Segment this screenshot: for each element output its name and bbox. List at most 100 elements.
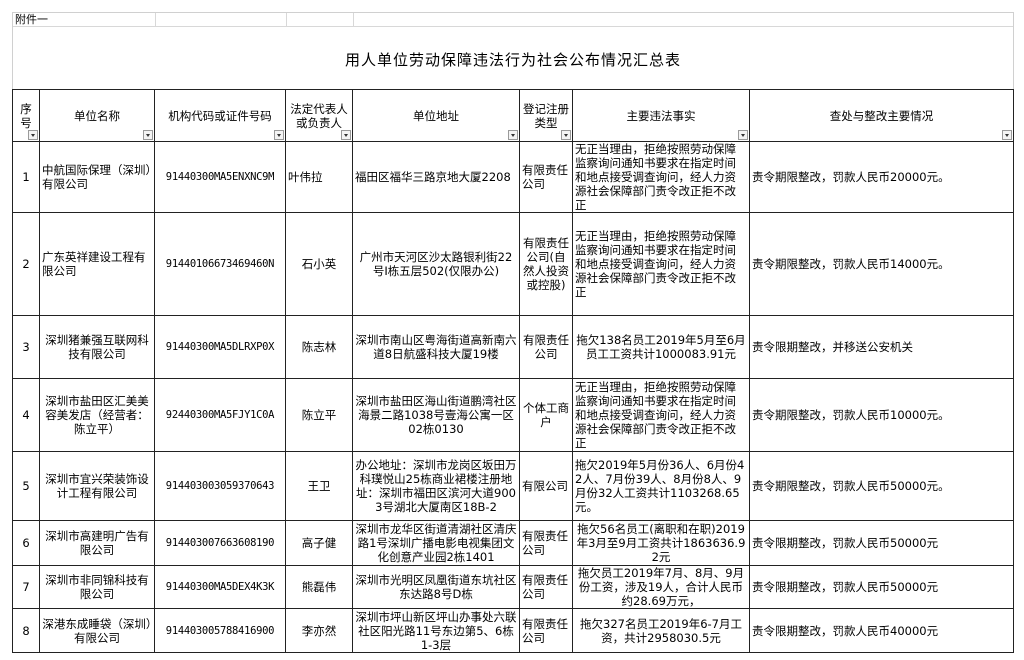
cell-type[interactable]: 有限责任公司 — [519, 315, 573, 379]
cell-type[interactable]: 有限责任公司(自然人投资或控股) — [519, 212, 573, 316]
cell-code[interactable]: 914403003059370643 — [154, 451, 286, 521]
cell-no[interactable]: 7 — [12, 565, 40, 609]
header-row: 序号 单位名称 机构代码或证件号码 法定代表人或负责人 单位地址 登记注册类型 主要违法事实… — [12, 89, 1014, 142]
header-code: 机构代码或证件号码 — [154, 89, 286, 142]
header-label: 查处与整改主要情况 — [829, 108, 934, 123]
header-address: 单位地址 — [352, 89, 520, 142]
cell-addr[interactable]: 深圳市龙华区街道清湖社区清庆路1号深圳广播电影电视集团文化创意产业园2栋1401 — [352, 520, 520, 566]
cell-result[interactable]: 责令期限整改，罚款人民币50000元。 — [749, 451, 1014, 521]
cell-addr[interactable]: 广州市天河区沙太路银利街22号I栋五层502(仅限办公) — [352, 212, 520, 316]
gridline — [286, 13, 287, 26]
cell-addr[interactable]: 深圳市盐田区海山街道鹏湾社区海景二路1038号壹海公寓一区02栋0130 — [352, 378, 520, 452]
cell-name[interactable]: 深港东成睡袋（深圳）有限公司 — [39, 608, 155, 653]
cell-rep[interactable]: 石小英 — [285, 212, 353, 316]
filter-dropdown-icon[interactable] — [561, 130, 571, 140]
cell-code[interactable]: 92440300MA5FJY1C0A — [154, 378, 286, 452]
cell-fact[interactable]: 无正当理由，拒绝按照劳动保障监察询问通知书要求在指定时间和地点接受调查询问，经人… — [572, 212, 750, 316]
cell-result[interactable]: 责令期限整改，罚款人民币14000元。 — [749, 212, 1014, 316]
cell-fact[interactable]: 拖欠138名员工2019年5月至6月员工工资共计1000083.91元 — [572, 315, 750, 379]
cell-rep[interactable]: 高子健 — [285, 520, 353, 566]
header-rep: 法定代表人或负责人 — [285, 89, 353, 142]
cell-addr[interactable]: 深圳市坪山新区坪山办事处六联社区阳光路11号东边第5、6栋1-3层 — [352, 608, 520, 653]
filter-dropdown-icon[interactable] — [1002, 130, 1012, 140]
cell-fact[interactable]: 无正当理由，拒绝按照劳动保障监察询问通知书要求在指定时间和地点接受调查询问，经人… — [572, 141, 750, 213]
cell-rep[interactable]: 王卫 — [285, 451, 353, 521]
cell-code[interactable]: 91440106673469460N — [154, 212, 286, 316]
attachment-label: 附件一 — [15, 13, 48, 26]
cell-no[interactable]: 1 — [12, 141, 40, 213]
cell-name[interactable]: 深圳市盐田区汇美美容美发店（经营者：陈立平） — [39, 378, 155, 452]
header-label: 序号 — [20, 101, 32, 130]
header-label: 主要违法事实 — [626, 108, 696, 123]
cell-rep[interactable]: 陈志林 — [285, 315, 353, 379]
cell-addr[interactable]: 深圳市南山区粤海街道高新南六道8日航盛科技大厦19楼 — [352, 315, 520, 379]
filter-dropdown-icon[interactable] — [28, 130, 38, 140]
cell-rep[interactable]: 熊磊伟 — [285, 565, 353, 609]
cell-name[interactable]: 深圳市宜兴荣装饰设计工程有限公司 — [39, 451, 155, 521]
cell-fact[interactable]: 拖欠员工2019年7月、8月、9月份工资，涉及19人，合计人民币约28.69万元… — [572, 565, 750, 609]
cell-name[interactable]: 深圳市高建明广告有限公司 — [39, 520, 155, 566]
table-row: 3 深圳猪兼强互联网科技有限公司 91440300MA5DLRXP0X 陈志林 深圳市南… — [12, 315, 1014, 379]
cell-no[interactable]: 4 — [12, 378, 40, 452]
cell-code[interactable]: 914403005788416900 — [154, 608, 286, 653]
cell-fact[interactable]: 拖欠2019年5月份36人、6月份42人、7月份39人、8月份8人、9月份32人… — [572, 451, 750, 521]
cell-result[interactable]: 责令限期整改，罚款人民币40000元 — [749, 608, 1014, 653]
cell-name[interactable]: 深圳猪兼强互联网科技有限公司 — [39, 315, 155, 379]
cell-code[interactable]: 91440300MA5DLRXP0X — [154, 315, 286, 379]
cell-result[interactable]: 责令期限整改，罚款人民币10000元。 — [749, 378, 1014, 452]
cell-type[interactable]: 个体工商户 — [519, 378, 573, 452]
cell-result[interactable]: 责令限期整改，罚款人民币50000元 — [749, 520, 1014, 566]
cell-fact[interactable]: 拖欠327名员工2019年6-7月工资，共计2958030.5元 — [572, 608, 750, 653]
cell-no[interactable]: 8 — [12, 608, 40, 653]
cell-no[interactable]: 2 — [12, 212, 40, 316]
cell-code[interactable]: 91440300MA5DEX4K3K — [154, 565, 286, 609]
cell-type[interactable]: 有限责任公司 — [519, 565, 573, 609]
cell-name[interactable]: 广东英祥建设工程有限公司 — [39, 212, 155, 316]
table-row: 4 深圳市盐田区汇美美容美发店（经营者：陈立平） 92440300MA5FJY1C0… — [12, 378, 1014, 452]
cell-type[interactable]: 有限责任公司 — [519, 608, 573, 653]
table-row: 8 深港东成睡袋（深圳）有限公司 914403005788416900 李亦然 深圳市坪… — [12, 608, 1014, 653]
summary-table: 序号 单位名称 机构代码或证件号码 法定代表人或负责人 单位地址 登记注册类型 主要违法事实… — [12, 89, 1014, 653]
cell-type[interactable]: 有限公司 — [519, 451, 573, 521]
table-row: 1 中航国际保理（深圳）有限公司 91440300MA5ENXNC9M 叶伟拉 福田区福… — [12, 141, 1014, 213]
header-no: 序号 — [12, 89, 40, 142]
cell-code[interactable]: 91440300MA5ENXNC9M — [154, 141, 286, 213]
cell-name[interactable]: 深圳市非同锦科技有限公司 — [39, 565, 155, 609]
cell-rep[interactable]: 陈立平 — [285, 378, 353, 452]
header-facts: 主要违法事实 — [572, 89, 750, 142]
header-label: 单位名称 — [74, 108, 120, 123]
header-label: 机构代码或证件号码 — [168, 108, 272, 123]
cell-no[interactable]: 5 — [12, 451, 40, 521]
cell-fact[interactable]: 拖欠56名员工(离职和在职)2019年3月至9月工资共计1863636.92元 — [572, 520, 750, 566]
cell-addr[interactable]: 深圳市光明区凤凰街道东坑社区东达路8号D栋 — [352, 565, 520, 609]
sheet-title: 用人单位劳动保障违法行为社会公布情况汇总表 — [344, 51, 681, 69]
table-row: 5 深圳市宜兴荣装饰设计工程有限公司 914403003059370643 王卫 办公地… — [12, 451, 1014, 521]
cell-name[interactable]: 中航国际保理（深圳）有限公司 — [39, 141, 155, 213]
sheet-top-area: 附件一 用人单位劳动保障违法行为社会公布情况汇总表 — [12, 12, 1014, 90]
header-label: 登记注册类型 — [523, 101, 569, 130]
filter-dropdown-icon[interactable] — [143, 130, 153, 140]
gridline — [13, 26, 1013, 27]
table-row: 7 深圳市非同锦科技有限公司 91440300MA5DEX4K3K 熊磊伟 深圳市光明区… — [12, 565, 1014, 609]
cell-result[interactable]: 责令限期整改，并移送公安机关 — [749, 315, 1014, 379]
cell-no[interactable]: 6 — [12, 520, 40, 566]
cell-type[interactable]: 有限责任公司 — [519, 141, 573, 213]
header-label: 法定代表人或负责人 — [290, 101, 348, 130]
cell-type[interactable]: 有限责任公司 — [519, 520, 573, 566]
cell-result[interactable]: 责令限期整改，罚款人民币50000元 — [749, 565, 1014, 609]
cell-addr[interactable]: 福田区福华三路京地大厦2208 — [352, 141, 520, 213]
cell-result[interactable]: 责令期限整改，罚款人民币20000元。 — [749, 141, 1014, 213]
cell-fact[interactable]: 无正当理由，拒绝按照劳动保障监察询问通知书要求在指定时间和地点接受调查询问，经人… — [572, 378, 750, 452]
gridline — [353, 13, 354, 26]
cell-rep[interactable]: 叶伟拉 — [285, 141, 353, 213]
cell-no[interactable]: 3 — [12, 315, 40, 379]
filter-dropdown-icon[interactable] — [738, 130, 748, 140]
filter-dropdown-icon[interactable] — [508, 130, 518, 140]
gridline — [155, 13, 156, 26]
filter-dropdown-icon[interactable] — [341, 130, 351, 140]
table-row: 6 深圳市高建明广告有限公司 914403007663608190 高子健 深圳市龙华区… — [12, 520, 1014, 566]
cell-rep[interactable]: 李亦然 — [285, 608, 353, 653]
cell-addr[interactable]: 办公地址：深圳市龙岗区坂田万科璞悦山25栋商业裙楼注册地址：深圳市福田区滨河大道… — [352, 451, 520, 521]
filter-dropdown-icon[interactable] — [274, 130, 284, 140]
cell-code[interactable]: 914403007663608190 — [154, 520, 286, 566]
